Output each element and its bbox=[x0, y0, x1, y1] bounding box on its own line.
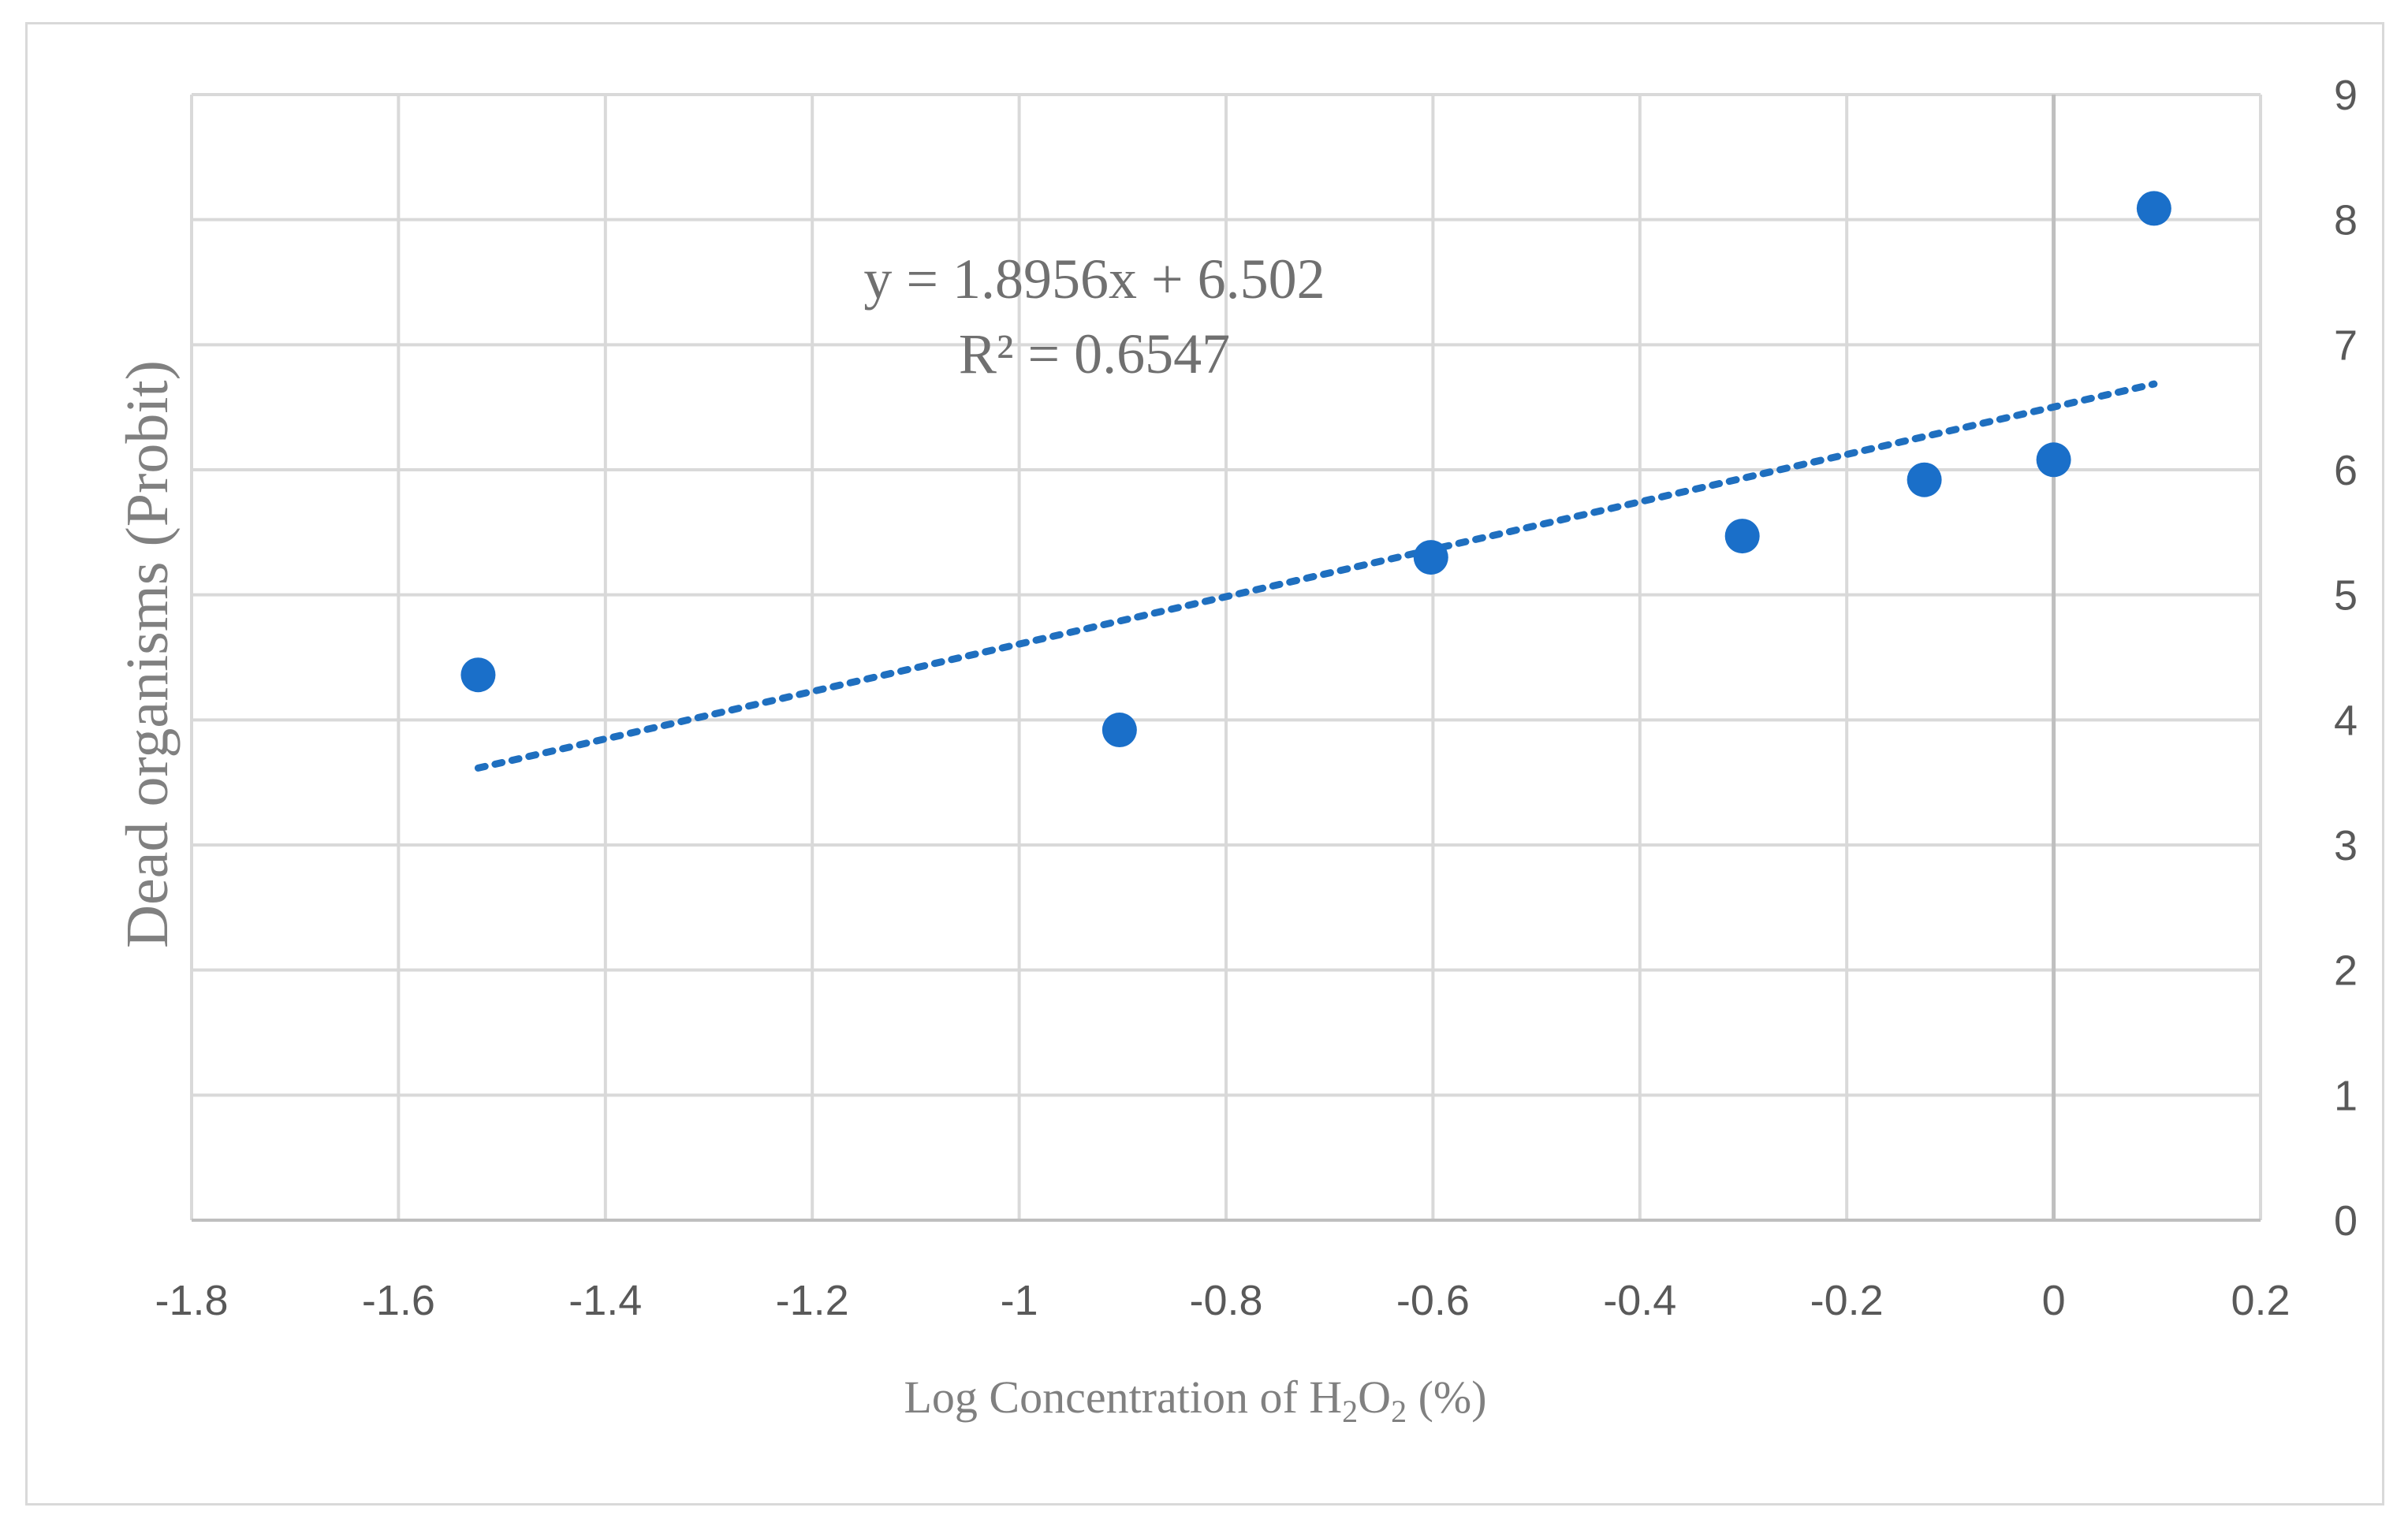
data-points bbox=[460, 191, 2171, 748]
x-axis-title-prefix: Log Concentration of H bbox=[904, 1372, 1342, 1423]
linear-trendline bbox=[474, 380, 2158, 772]
y-tick-label-4: 4 bbox=[2334, 697, 2358, 744]
data-point-7 bbox=[2136, 191, 2171, 226]
data-point-6 bbox=[2036, 442, 2071, 478]
data-point-5 bbox=[1907, 462, 1942, 497]
trendline-layer bbox=[474, 380, 2158, 772]
y-tick-label-9: 9 bbox=[2334, 72, 2358, 119]
tick-labels: 0 1 2 3 4 5 6 7 8 9 -1.8 -1.6 -1.4 -1.2 -1 -0.8 -0.6 -0.4… bbox=[155, 72, 2358, 1324]
x-tick-label--0.6: -0.6 bbox=[1396, 1277, 1470, 1324]
y-tick-label-8: 8 bbox=[2334, 197, 2358, 244]
x-axis-title-mid: O bbox=[1358, 1372, 1391, 1423]
x-tick-label--1.6: -1.6 bbox=[362, 1277, 435, 1324]
y-tick-label-1: 1 bbox=[2334, 1072, 2358, 1119]
data-point-3 bbox=[1413, 540, 1448, 575]
x-axis-title: Log Concentration of H2O2 (%) bbox=[904, 1372, 1486, 1429]
y-tick-label-3: 3 bbox=[2334, 822, 2358, 869]
y-tick-label-7: 7 bbox=[2334, 322, 2358, 369]
x-tick-label--1.2: -1.2 bbox=[776, 1277, 849, 1324]
x-tick-label-0: 0 bbox=[2042, 1277, 2066, 1324]
y-tick-label-2: 2 bbox=[2334, 947, 2358, 995]
x-axis-title-sub1: 2 bbox=[1342, 1394, 1358, 1429]
chart-frame bbox=[25, 22, 2384, 1506]
x-tick-label--0.4: -0.4 bbox=[1603, 1277, 1676, 1324]
x-tick-label--1.8: -1.8 bbox=[155, 1277, 228, 1324]
data-point-4 bbox=[1724, 519, 1760, 554]
x-tick-label--1.4: -1.4 bbox=[568, 1277, 642, 1324]
y-axis-title: Dead organisms (Probit) bbox=[114, 360, 181, 948]
trendline-equation: y = 1.8956x + 6.502 bbox=[863, 248, 1325, 311]
data-point-1 bbox=[460, 657, 496, 693]
data-point-2 bbox=[1101, 713, 1137, 748]
y-tick-label-5: 5 bbox=[2334, 572, 2358, 620]
x-tick-label--1: -1 bbox=[1001, 1277, 1038, 1324]
x-axis-title-sub2: 2 bbox=[1391, 1394, 1407, 1429]
y-tick-label-0: 0 bbox=[2334, 1197, 2358, 1245]
y-tick-label-6: 6 bbox=[2334, 447, 2358, 494]
x-tick-label-0.2: 0.2 bbox=[2231, 1277, 2290, 1324]
x-axis-title-suffix: (%) bbox=[1407, 1372, 1486, 1423]
trendline-r-squared: R² = 0.6547 bbox=[959, 322, 1230, 385]
x-tick-label--0.2: -0.2 bbox=[1810, 1277, 1884, 1324]
x-tick-label--0.8: -0.8 bbox=[1189, 1277, 1262, 1324]
